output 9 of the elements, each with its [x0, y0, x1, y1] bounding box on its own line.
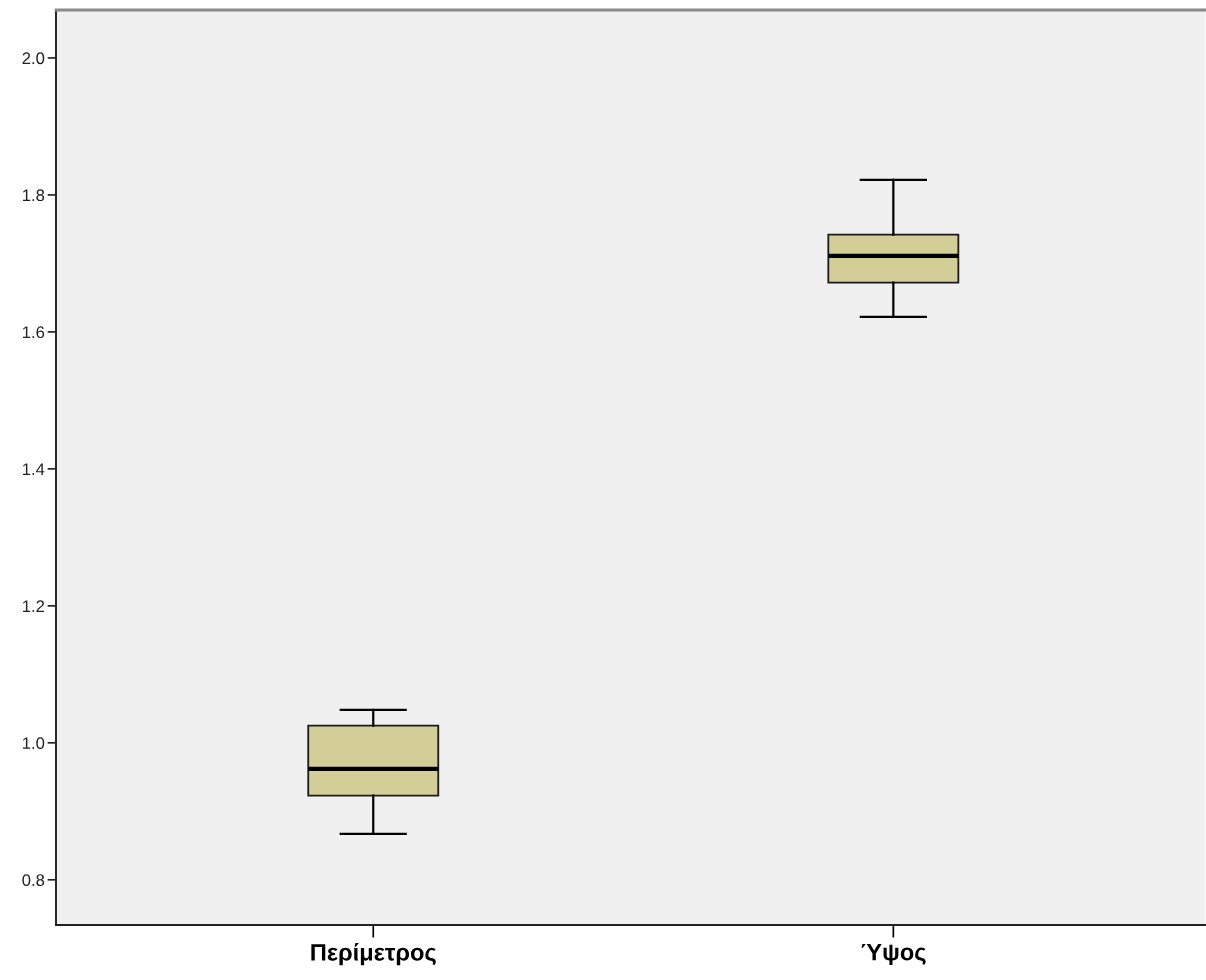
y-tick-label: 1.6: [22, 326, 45, 339]
y-tick-label: 1.4: [22, 463, 45, 475]
y-tick-label: 0.8: [22, 874, 45, 886]
x-tick-label: Περίμετρος: [311, 943, 436, 966]
y-tick-label: 1.2: [22, 600, 45, 612]
x-tick-label: Ύψος: [861, 943, 926, 966]
y-tick-label: 1.8: [22, 189, 45, 202]
y-tick-label: 1.0: [22, 737, 45, 750]
y-tick-label: 2.0: [22, 52, 45, 65]
